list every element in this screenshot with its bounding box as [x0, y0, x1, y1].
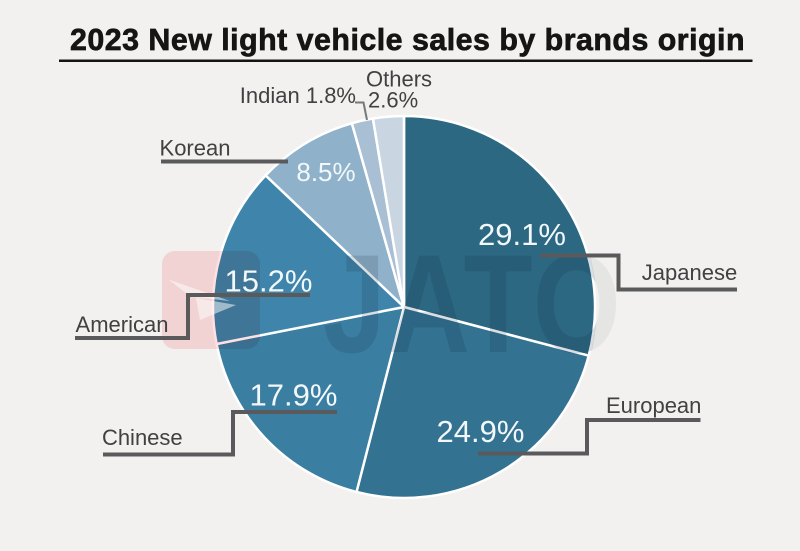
svg-text:European: European [606, 393, 701, 418]
svg-text:Japanese: Japanese [642, 260, 737, 285]
svg-text:2023 New light vehicle sales b: 2023 New light vehicle sales by brands o… [70, 22, 745, 57]
svg-text:15.2%: 15.2% [225, 264, 313, 299]
svg-text:2.6%: 2.6% [368, 87, 418, 112]
svg-text:24.9%: 24.9% [437, 414, 525, 449]
svg-text:American: American [76, 312, 169, 337]
svg-text:Indian 1.8%: Indian 1.8% [240, 83, 356, 108]
svg-text:8.5%: 8.5% [296, 157, 355, 187]
svg-text:JATO: JATO [323, 225, 623, 382]
svg-text:29.1%: 29.1% [478, 217, 566, 252]
svg-text:17.9%: 17.9% [250, 378, 338, 413]
svg-text:Chinese: Chinese [102, 425, 183, 450]
svg-text:Korean: Korean [160, 136, 231, 161]
svg-text:Others: Others [366, 67, 432, 92]
svg-text:JATO: JATO [323, 225, 623, 382]
